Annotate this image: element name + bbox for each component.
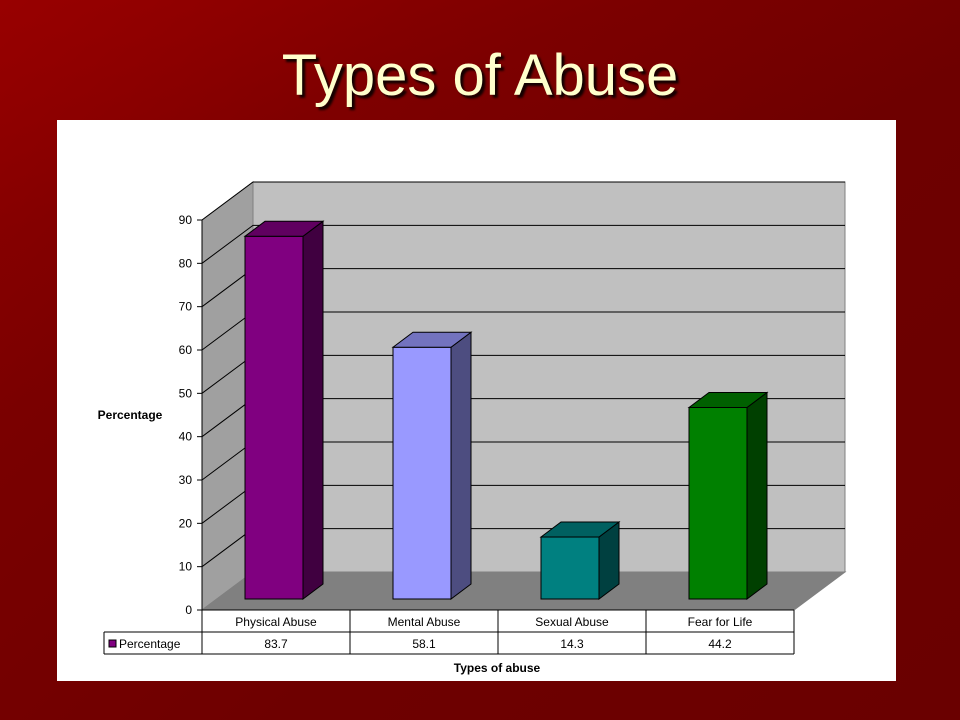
y-tick-label: 10 [179,560,193,574]
bar-1 [243,220,325,600]
value-label: 44.2 [708,637,732,651]
bar-top [539,521,621,538]
bar-front [244,235,304,600]
y-tick-label: 20 [179,516,193,530]
bar-side [746,391,768,600]
value-label: 14.3 [560,637,584,651]
x-axis-title: Types of abuse [454,661,541,675]
slide-title: Types of Abuse [281,43,679,108]
value-label: 83.7 [264,637,288,651]
bar-front [540,536,600,600]
y-tick-label: 60 [179,343,193,357]
bar-4 [687,391,769,600]
y-axis-title: Percentage [98,408,163,422]
bar-side [302,220,324,600]
value-label: 58.1 [412,637,436,651]
bar-3 [539,521,621,600]
bar-2 [391,331,473,600]
y-tick-label: 70 [179,300,193,314]
bar-front [688,406,748,600]
y-axis-ticks: 0 10 20 30 40 50 60 70 80 90 [179,213,203,617]
legend-swatch [108,639,117,648]
category-label: Physical Abuse [235,615,317,629]
chart-panel: 0 10 20 30 40 50 60 70 80 90 Physical Abuse 83.7 Me… [57,120,896,681]
bar-top [391,331,473,348]
legend-label: Percentage [119,637,181,651]
bar-side [450,331,472,600]
category-label: Sexual Abuse [535,615,609,629]
y-tick-label: 40 [179,430,193,444]
bar-top [687,391,769,408]
category-label: Mental Abuse [388,615,461,629]
data-table: Physical Abuse 83.7 Mental Abuse 58.1 Sexual… [103,609,795,655]
bar-front [392,346,452,600]
y-tick-label: 0 [185,603,192,617]
y-tick-label: 30 [179,473,193,487]
bars [243,220,769,600]
y-tick-label: 90 [179,213,193,227]
bar-top [243,220,325,237]
gridline [201,224,845,264]
category-label: Fear for Life [688,615,753,629]
gridline [201,181,845,221]
bar-chart: 0 10 20 30 40 50 60 70 80 90 Physical Abuse 83.7 Me… [98,181,847,675]
y-tick-label: 50 [179,386,193,400]
y-tick-label: 80 [179,256,193,270]
